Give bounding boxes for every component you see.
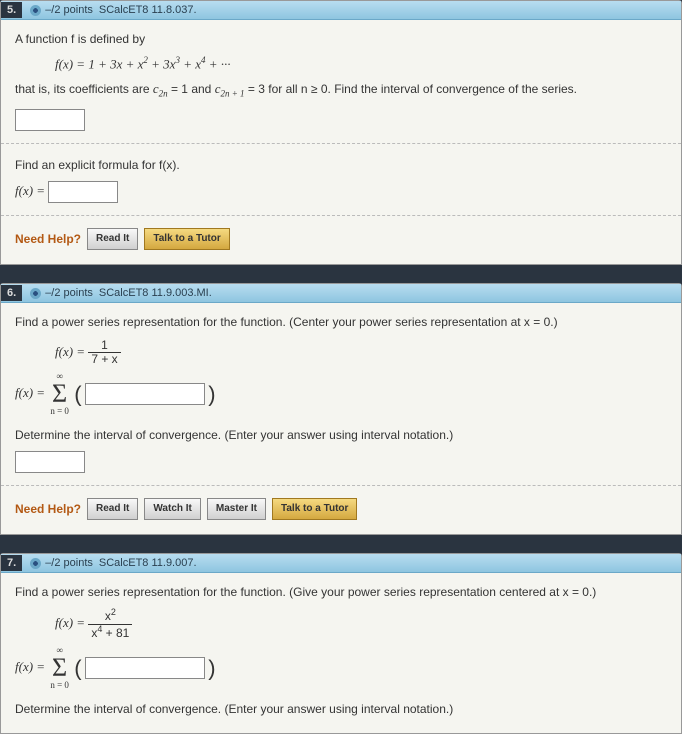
watch-it-button[interactable]: Watch It [144, 498, 201, 520]
divider [1, 143, 681, 144]
problem-7: 7. –/2 points SCalcET8 11.9.007. Find a … [0, 553, 682, 734]
sigma-icon: ∞ Σ n = 0 [50, 372, 69, 416]
need-help-label: Need Help? [15, 230, 81, 249]
answer-input-series[interactable] [85, 383, 205, 405]
problem-header: 7. –/2 points SCalcET8 11.9.007. [1, 554, 681, 573]
fx-fraction: f(x) = x2 x4 + 81 [55, 608, 667, 639]
source-label: SCalcET8 11.8.037. [99, 4, 197, 16]
problem-header: 6. –/2 points SCalcET8 11.9.003.MI. [1, 284, 681, 303]
find-formula-text: Find an explicit formula for f(x). [15, 156, 667, 175]
source-label: SCalcET8 11.9.003.MI. [99, 287, 212, 299]
points-label: –/2 points [45, 4, 93, 16]
divider [1, 485, 681, 486]
need-help-label: Need Help? [15, 500, 81, 519]
tutor-button[interactable]: Talk to a Tutor [272, 498, 357, 520]
fx-sigma-row: f(x) = ∞ Σ n = 0 ( ) [15, 646, 667, 690]
divider [1, 215, 681, 216]
fx-equals: f(x) = [15, 184, 48, 199]
fx-fraction: f(x) = 1 7 + x [55, 339, 667, 366]
eye-icon[interactable] [30, 288, 41, 299]
fx-definition: f(x) = 1 + 3x + x2 + 3x3 + x4 + ··· [55, 53, 667, 75]
need-help-row: Need Help? Read It Talk to a Tutor [15, 228, 667, 250]
intro-text: A function f is defined by [15, 30, 667, 49]
problem-number: 5. [1, 2, 22, 18]
intro-text: Find a power series representation for t… [15, 583, 667, 602]
sigma-icon: ∞ Σ n = 0 [50, 646, 69, 690]
intro-text: Find a power series representation for t… [15, 313, 667, 332]
problem-body: Find a power series representation for t… [1, 573, 681, 733]
source-label: SCalcET8 11.9.007. [99, 557, 197, 569]
fx-sigma-row: f(x) = ∞ Σ n = 0 ( ) [15, 372, 667, 416]
determine-text: Determine the interval of convergence. (… [15, 700, 667, 719]
answer-input-interval[interactable] [15, 109, 85, 131]
points-label: –/2 points [45, 557, 93, 569]
eye-icon[interactable] [30, 5, 41, 16]
problem-number: 6. [1, 285, 22, 301]
answer-input-interval[interactable] [15, 451, 85, 473]
eye-icon[interactable] [30, 558, 41, 569]
problem-number: 7. [1, 555, 22, 571]
coeff-line: that is, its coefficients are c2n = 1 an… [15, 79, 667, 101]
master-it-button[interactable]: Master It [207, 498, 266, 520]
problem-body: Find a power series representation for t… [1, 303, 681, 534]
tutor-button[interactable]: Talk to a Tutor [144, 228, 229, 250]
read-it-button[interactable]: Read It [87, 228, 138, 250]
need-help-row: Need Help? Read It Watch It Master It Ta… [15, 498, 667, 520]
problem-header: 5. –/2 points SCalcET8 11.8.037. [1, 1, 681, 20]
read-it-button[interactable]: Read It [87, 498, 138, 520]
answer-input-series[interactable] [85, 657, 205, 679]
determine-text: Determine the interval of convergence. (… [15, 426, 667, 445]
answer-input-formula[interactable] [48, 181, 118, 203]
points-label: –/2 points [45, 287, 93, 299]
problem-body: A function f is defined by f(x) = 1 + 3x… [1, 20, 681, 264]
problem-6: 6. –/2 points SCalcET8 11.9.003.MI. Find… [0, 283, 682, 535]
problem-5: 5. –/2 points SCalcET8 11.8.037. A funct… [0, 0, 682, 265]
